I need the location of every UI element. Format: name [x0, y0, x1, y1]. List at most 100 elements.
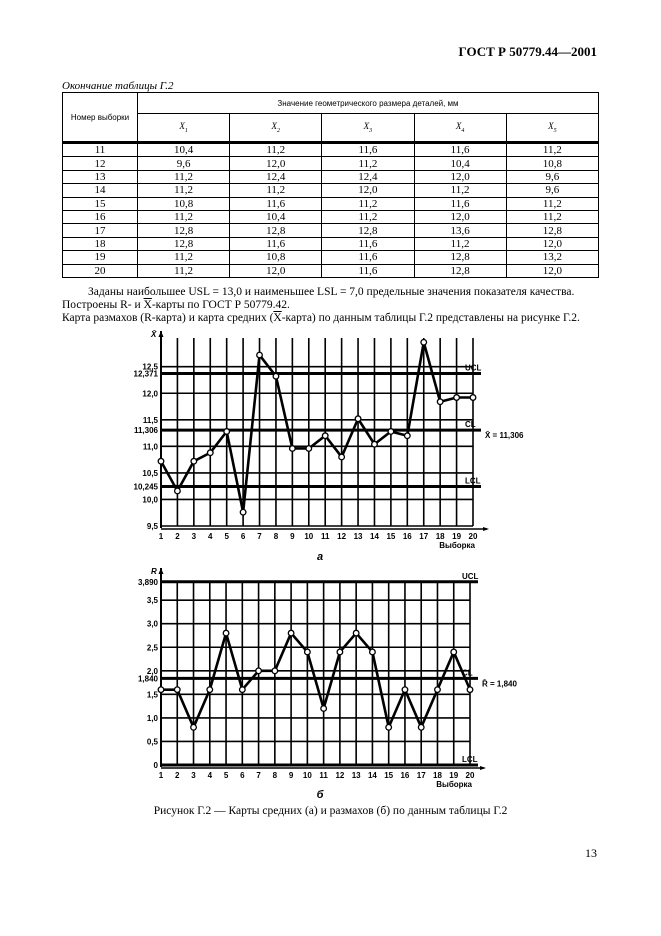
y-axis-label: R	[151, 567, 157, 576]
header-x1: X1	[136, 113, 231, 143]
limit-value-label: 10,245	[134, 482, 159, 491]
paragraph-spec-limits: Заданы наибольшее USL = 13,0 и наименьше…	[88, 286, 575, 298]
data-point	[272, 372, 280, 380]
table-row: 16 11,2 10,4 11,2 12,0 11,2	[62, 209, 600, 225]
x-tick-label: 15	[386, 532, 395, 541]
limit-value-label: 12,371	[134, 370, 159, 379]
limit-value-label: 3,890	[138, 578, 159, 587]
limit-name-label: CL	[465, 420, 476, 429]
x-tick-label: 9	[289, 771, 294, 780]
data-point	[368, 648, 376, 656]
value-cell: 11,6	[413, 196, 507, 211]
value-cell: 11,6	[321, 250, 415, 265]
limit-value-label: 11,306	[134, 426, 159, 435]
y-tick-label: 0	[154, 761, 159, 770]
data-point	[371, 440, 378, 448]
limit-value-label: 1,840	[138, 674, 159, 683]
data-point	[320, 705, 328, 712]
limit-name-label: UCL	[465, 364, 482, 373]
data-point	[466, 686, 474, 694]
x-tick-label: 4	[208, 532, 213, 541]
y-tick-label: 11,5	[143, 416, 159, 425]
header-x4: X4	[413, 113, 507, 143]
data-point	[420, 338, 428, 346]
y-tick-label: 10,0	[142, 495, 158, 504]
page-number: 13	[585, 846, 597, 860]
x-tick-label: 11	[319, 771, 328, 780]
data-table: Номер выборки Значение геометрического р…	[62, 92, 600, 278]
y-tick-label: 1,0	[147, 714, 159, 723]
x-tick-label: 5	[224, 532, 229, 541]
data-point	[403, 432, 411, 440]
y-tick-label: 0,5	[147, 737, 159, 746]
data-point	[239, 508, 247, 516]
x-tick-label: 5	[224, 771, 229, 780]
data-point	[453, 394, 461, 401]
x-tick-label: 6	[241, 532, 246, 541]
value-cell: 12,8	[413, 263, 507, 278]
data-point	[469, 394, 477, 401]
data-point	[352, 629, 360, 637]
table-caption: Окончание таблицы Г.2	[62, 80, 174, 92]
paragraph-charts-built: Построены R- и X-карты по ГОСТ Р 50779.4…	[62, 299, 290, 311]
x-tick-label: 18	[433, 771, 442, 780]
data-point	[401, 686, 409, 694]
data-point	[222, 629, 230, 637]
x-tick-label: 12	[335, 771, 344, 780]
x-bar-symbol: X	[273, 312, 282, 324]
x-tick-label: 3	[192, 532, 197, 541]
x-axis-arrow-icon	[483, 527, 489, 531]
data-point	[338, 453, 346, 461]
table-row: 11 10,4 11,2 11,6 11,6 11,2	[62, 140, 600, 158]
value-cell: 10,8	[229, 250, 323, 265]
text-part: -карта) по данным таблицы Г.2 представле…	[281, 312, 580, 324]
limit-name-label: LCL	[462, 755, 478, 764]
y-tick-label: 1,5	[147, 690, 159, 699]
chart-sublabel: а	[317, 551, 323, 563]
x-tick-label: 8	[273, 771, 278, 780]
x-tick-label: 10	[304, 532, 313, 541]
data-series-line	[159, 341, 473, 513]
data-point	[206, 686, 214, 694]
y-tick-label: 3,0	[147, 620, 159, 629]
table-row: 14 11,2 11,2 12,0 11,2 9,6	[62, 183, 600, 198]
y-axis-label: X̄	[150, 330, 157, 339]
center-line-annotation: X̄ = 11,306	[485, 431, 524, 440]
x-tick-label: 2	[175, 532, 180, 541]
data-point	[450, 648, 458, 656]
y-tick-label: 12,0	[142, 389, 158, 398]
value-cell: 12,0	[505, 263, 600, 278]
data-point	[223, 428, 231, 435]
data-point	[157, 457, 165, 465]
value-cell: 12,0	[229, 263, 323, 278]
data-point	[157, 686, 165, 694]
x-tick-label: 19	[449, 771, 458, 780]
x-axis-label: Выборка	[436, 780, 472, 789]
limit-name-label: CL	[462, 668, 473, 677]
y-tick-label: 9,5	[147, 522, 159, 531]
y-tick-label: 10,5	[142, 469, 158, 478]
y-tick-label: 3,5	[147, 596, 159, 605]
data-point	[271, 667, 279, 675]
x-bar-symbol: X	[143, 299, 152, 311]
x-tick-label: 17	[417, 771, 426, 780]
x-tick-label: 6	[240, 771, 245, 780]
limit-name-label: LCL	[465, 476, 481, 485]
x-tick-label: 13	[354, 532, 363, 541]
x-axis-arrow-icon	[480, 766, 486, 770]
x-tick-label: 7	[257, 532, 262, 541]
data-point	[434, 686, 441, 694]
data-point	[288, 445, 296, 452]
value-cell: 11,2	[136, 263, 231, 278]
value-cell: 11,6	[321, 263, 415, 278]
x-tick-label: 7	[256, 771, 261, 780]
x-tick-label: 20	[466, 771, 475, 780]
x-tick-label: 20	[469, 532, 478, 541]
document-code: ГОСТ Р 50779.44—2001	[458, 44, 597, 59]
x-tick-label: 9	[290, 532, 295, 541]
data-point	[354, 415, 362, 423]
data-point	[255, 667, 263, 675]
value-cell: 10,4	[136, 140, 231, 158]
x-tick-label: 4	[208, 771, 213, 780]
data-point	[417, 723, 425, 731]
